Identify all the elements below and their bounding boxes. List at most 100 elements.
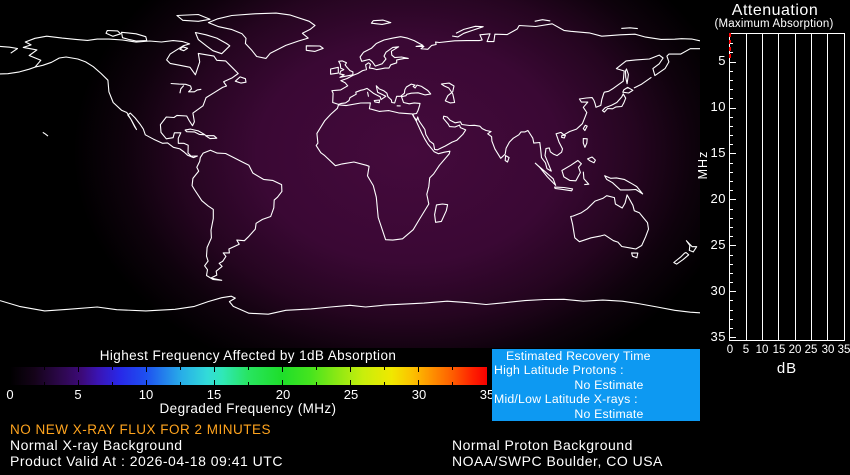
colorbar-tick bbox=[213, 367, 215, 372]
world-map bbox=[0, 0, 700, 348]
coastline bbox=[42, 131, 49, 137]
x-tick-label: 15 bbox=[772, 344, 786, 356]
colorbar-tick bbox=[316, 382, 318, 385]
colorbar-tick bbox=[145, 380, 147, 385]
x-tick-label: 35 bbox=[837, 344, 850, 356]
y-tick-label: 5 bbox=[718, 53, 726, 68]
colorbar-tick bbox=[316, 367, 318, 370]
agency-credit: NOAA/SWPC Boulder, CO USA bbox=[452, 453, 663, 469]
coastline bbox=[366, 91, 370, 97]
colorbar-tick bbox=[179, 382, 181, 385]
coastline bbox=[685, 240, 698, 253]
y-axis-tick bbox=[730, 61, 736, 63]
colorbar-tick-label: 5 bbox=[74, 387, 82, 402]
y-axis-tick bbox=[730, 79, 733, 81]
recovery-time-box: Estimated Recovery Time High Latitude Pr… bbox=[492, 349, 700, 421]
coastline bbox=[191, 149, 283, 281]
coastline bbox=[631, 252, 639, 259]
coastline bbox=[330, 66, 339, 75]
coastline bbox=[170, 82, 202, 93]
colorbar-tick bbox=[350, 367, 352, 372]
coastline bbox=[176, 13, 211, 22]
colorbar-gradient bbox=[10, 367, 487, 385]
y-tick-label: 10 bbox=[710, 99, 726, 114]
y-axis-tick bbox=[730, 217, 733, 219]
y-axis-tick bbox=[730, 208, 733, 210]
colorbar-axis-label: Degraded Frequency (MHz) bbox=[159, 401, 337, 416]
y-axis-tick bbox=[730, 125, 733, 127]
y-axis-tick bbox=[730, 272, 733, 274]
colorbar-tick bbox=[248, 382, 249, 385]
colorbar-tick bbox=[452, 367, 454, 370]
y-axis-tick bbox=[730, 89, 733, 91]
colorbar-tick bbox=[282, 367, 284, 372]
coastline bbox=[440, 82, 456, 104]
x-tick-label: 25 bbox=[804, 344, 818, 356]
coastline bbox=[604, 175, 644, 195]
proton-background-status: Normal Proton Background bbox=[452, 437, 633, 453]
coastline bbox=[587, 156, 596, 164]
y-axis-tick bbox=[730, 328, 733, 330]
y-axis-tick bbox=[730, 300, 733, 302]
y-axis-tick bbox=[730, 135, 733, 137]
y-axis-label: MHz bbox=[696, 150, 710, 180]
recovery-title: Estimated Recovery Time bbox=[506, 349, 651, 363]
coastline bbox=[452, 25, 484, 38]
recovery-row-label: Mid/Low Latitude X-rays : bbox=[494, 392, 638, 407]
recovery-row-value: No Estimate bbox=[574, 377, 644, 392]
colorbar-tick bbox=[418, 380, 420, 385]
dayside-absorption-glow bbox=[73, 0, 700, 348]
coastline bbox=[434, 203, 449, 223]
y-tick-label: 15 bbox=[710, 145, 726, 160]
coastline bbox=[207, 12, 316, 59]
y-axis-tick bbox=[730, 254, 733, 256]
y-axis-tick bbox=[730, 171, 733, 173]
coastline bbox=[534, 19, 551, 22]
y-axis-tick bbox=[730, 282, 733, 284]
coastline bbox=[234, 76, 247, 84]
coastline bbox=[179, 46, 189, 52]
colorbar-tick bbox=[384, 367, 386, 370]
coastline bbox=[582, 124, 588, 132]
coastline bbox=[338, 48, 700, 172]
colorbar-tick bbox=[282, 380, 284, 385]
coastline bbox=[305, 45, 324, 52]
y-axis-tick bbox=[730, 226, 733, 228]
y-axis-tick bbox=[730, 116, 733, 118]
colorbar-tick bbox=[384, 382, 386, 385]
coastline bbox=[621, 27, 638, 30]
recovery-row-value: No Estimate bbox=[574, 406, 644, 421]
coastline bbox=[601, 93, 627, 113]
y-axis-tick bbox=[730, 236, 733, 238]
y-axis-tick bbox=[730, 181, 733, 183]
colorbar-tick-label: 35 bbox=[479, 387, 495, 402]
coastline bbox=[338, 60, 354, 78]
x-tick-label: 30 bbox=[821, 344, 835, 356]
coastline bbox=[561, 159, 582, 182]
attenuation-trace bbox=[729, 33, 731, 61]
y-axis-tick bbox=[730, 144, 733, 146]
coastline bbox=[179, 85, 185, 94]
colorbar-title: Highest Frequency Affected by 1dB Absorp… bbox=[99, 348, 397, 363]
colorbar-tick bbox=[43, 382, 45, 385]
coastline bbox=[582, 138, 588, 148]
colorbar-tick-label: 10 bbox=[138, 387, 154, 402]
product-valid-time: Product Valid At : 2026-04-18 09:41 UTC bbox=[10, 453, 283, 469]
coastline bbox=[622, 86, 634, 94]
coastline bbox=[504, 155, 510, 163]
colorbar-tick bbox=[248, 367, 249, 370]
colorbar-tick bbox=[43, 367, 45, 370]
y-axis-tick bbox=[730, 318, 733, 320]
x-tick-label: 0 bbox=[726, 344, 734, 356]
coastline bbox=[105, 29, 122, 37]
chart-gridline bbox=[762, 34, 764, 340]
xray-background-status: Normal X-ray Background bbox=[10, 437, 183, 453]
y-axis-tick bbox=[730, 162, 733, 164]
coastline bbox=[561, 134, 566, 139]
colorbar-tick-label: 0 bbox=[6, 387, 14, 402]
y-axis-tick bbox=[730, 199, 736, 201]
y-tick-label: 35 bbox=[710, 329, 726, 344]
colorbar-tick bbox=[213, 380, 215, 385]
chart-gridline bbox=[745, 34, 747, 340]
